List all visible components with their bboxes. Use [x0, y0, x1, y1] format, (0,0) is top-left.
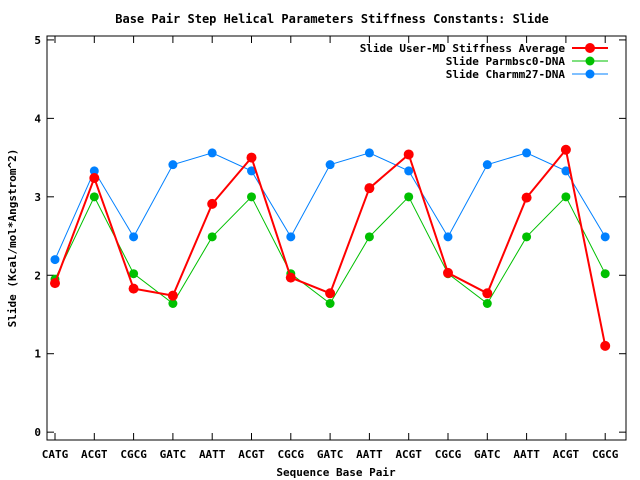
data-point	[207, 232, 217, 242]
data-point	[129, 269, 139, 279]
data-point	[167, 290, 178, 301]
data-point	[560, 144, 571, 155]
data-point	[443, 232, 453, 242]
legend-swatch-marker	[585, 69, 595, 79]
data-point	[403, 149, 414, 160]
data-point	[246, 152, 257, 163]
y-tick-label: 4	[34, 112, 41, 125]
data-point	[128, 283, 139, 294]
axis-ticks: 0 1 2 3 4 5 CATG ACGT CGCG GATC AATT ACGT CGCG GATC AA…	[34, 34, 626, 461]
data-point	[443, 267, 453, 278]
data-point	[325, 288, 336, 299]
x-tick-label: ACGT	[553, 448, 580, 461]
x-tick-label: ACGT	[81, 448, 108, 461]
x-tick-label: CGCG	[278, 448, 305, 461]
y-tick-label: 5	[34, 34, 41, 47]
data-point	[404, 192, 414, 202]
y-tick-label: 0	[34, 426, 41, 439]
data-point	[168, 160, 178, 170]
y-axis-label: Slide (Kcal/mol*Angstrom^2)	[6, 149, 19, 328]
data-point	[482, 288, 493, 299]
data-point	[207, 148, 217, 158]
legend-item: Slide Parmbsc0-DNA	[446, 55, 608, 68]
data-point	[561, 192, 571, 202]
legend-label: Slide User-MD Stiffness Average	[360, 42, 566, 55]
data-point	[89, 192, 99, 202]
legend-label: Slide Parmbsc0-DNA	[446, 55, 566, 68]
data-point	[285, 272, 296, 283]
x-tick-label: CGCG	[435, 448, 462, 461]
data-point	[247, 192, 256, 202]
data-point	[404, 166, 414, 176]
x-tick-label: ACGT	[395, 448, 422, 461]
data-point	[247, 166, 256, 176]
data-point	[168, 299, 178, 309]
x-tick-label: ACGT	[238, 448, 265, 461]
data-point	[207, 198, 218, 209]
series-3	[50, 148, 610, 265]
data-point	[600, 232, 610, 242]
x-tick-label: CGCG	[120, 448, 147, 461]
x-tick-label: GATC	[160, 448, 187, 461]
data-point	[89, 166, 99, 176]
legend-item: Slide Charmm27-DNA	[446, 68, 608, 81]
data-point	[522, 232, 532, 242]
data-point	[561, 166, 571, 176]
legend-item: Slide User-MD Stiffness Average	[360, 42, 608, 55]
y-tick-label: 2	[34, 269, 41, 282]
series-line	[54, 147, 607, 347]
data-point	[50, 278, 60, 289]
data-point	[600, 340, 611, 351]
legend-swatch-marker	[585, 56, 595, 66]
y-tick-label: 1	[34, 348, 41, 361]
data-point	[364, 183, 375, 194]
series-layer	[50, 144, 611, 351]
data-point	[364, 148, 374, 158]
chart-title: Base Pair Step Helical Parameters Stiffn…	[115, 12, 548, 26]
data-point	[286, 232, 296, 242]
plot-frame	[46, 35, 627, 441]
data-point	[364, 232, 374, 242]
data-point	[129, 232, 139, 242]
series-1	[50, 144, 611, 351]
x-tick-label: GATC	[474, 448, 501, 461]
legend-label: Slide Charmm27-DNA	[446, 68, 566, 81]
x-tick-label: AATT	[513, 448, 540, 461]
x-tick-label: CGCG	[592, 448, 619, 461]
x-tick-label: GATC	[317, 448, 344, 461]
data-point	[522, 148, 532, 158]
legend-swatch-marker	[585, 43, 595, 53]
x-tick-label: AATT	[199, 448, 226, 461]
y-tick-label: 3	[34, 191, 41, 204]
data-point	[89, 172, 100, 183]
x-axis-label: Sequence Base Pair	[276, 466, 396, 479]
data-point	[521, 192, 532, 203]
data-point	[600, 269, 610, 279]
x-tick-label: AATT	[356, 448, 383, 461]
x-tick-label: CATG	[42, 448, 69, 461]
data-point	[482, 160, 492, 170]
data-point	[325, 160, 335, 170]
data-point	[482, 299, 492, 309]
data-point	[50, 255, 60, 265]
data-point	[325, 299, 335, 309]
